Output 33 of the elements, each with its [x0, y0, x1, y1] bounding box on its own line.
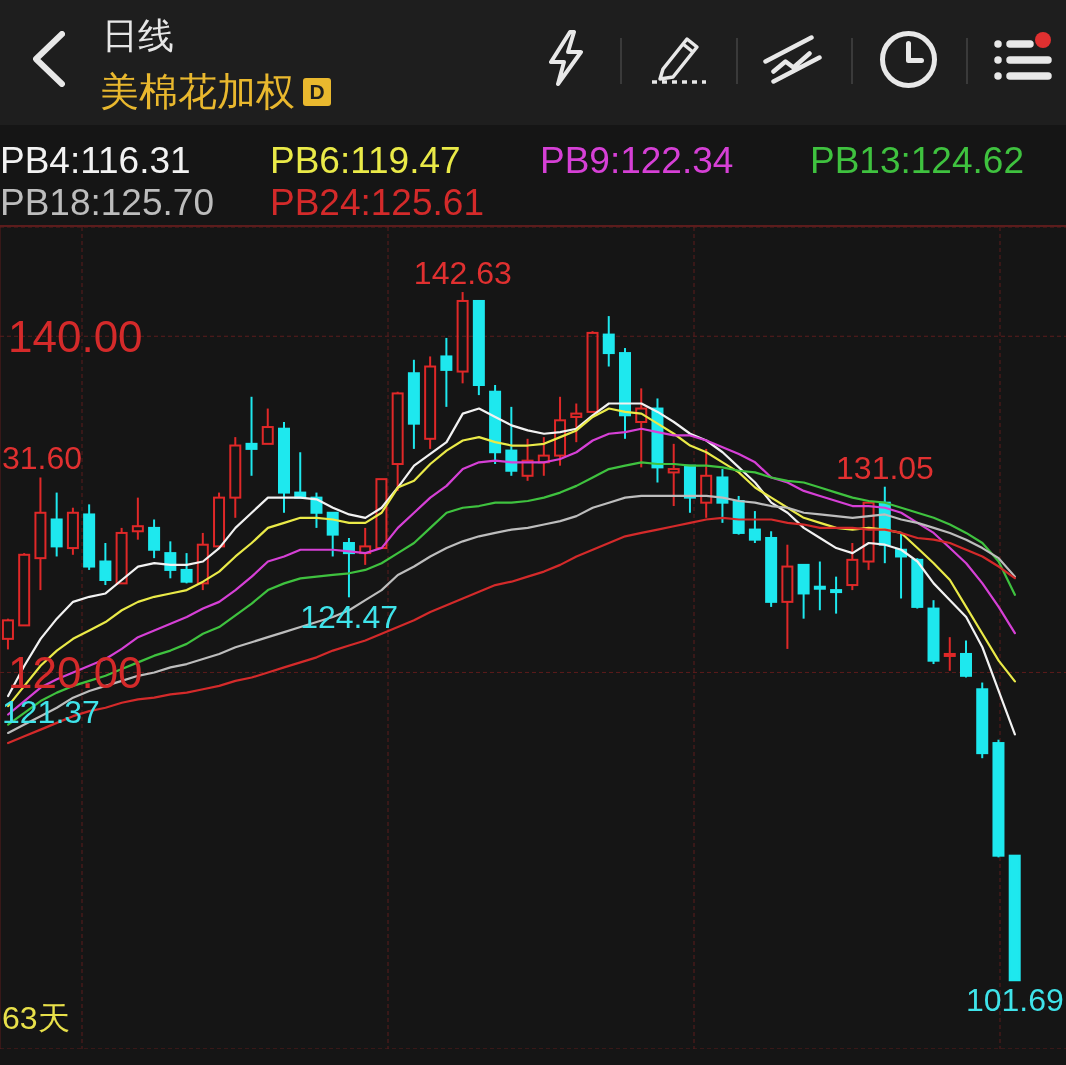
- candlestick: [602, 315, 615, 368]
- candlestick: [131, 496, 144, 541]
- candlestick: [813, 560, 826, 612]
- annotation: 142.63: [413, 255, 512, 292]
- text: PB4:116.31: [0, 140, 191, 181]
- candlestick: [34, 476, 47, 592]
- text: PB6:119.47: [270, 140, 461, 181]
- candlestick: [359, 526, 372, 566]
- candlestick: [440, 336, 453, 408]
- candlestick: [781, 543, 794, 650]
- candlestick: [278, 420, 290, 514]
- text: PB13:124.62: [810, 140, 1024, 181]
- candlestick: [424, 355, 437, 450]
- candlestick: [245, 395, 258, 477]
- text: PB9:122.34: [540, 140, 734, 181]
- candlestick: [667, 442, 680, 508]
- candlestick: [537, 436, 550, 477]
- candlestick: [635, 387, 648, 469]
- text: D: [303, 78, 331, 106]
- text: PB24:125.61: [270, 182, 484, 223]
- annotation: 131.05: [836, 449, 934, 486]
- chart-subtitle: 日线: [102, 15, 174, 56]
- annotation: 63天: [2, 1000, 70, 1036]
- candlestick: [570, 402, 583, 444]
- y-tick-label: 140.00: [8, 311, 143, 361]
- text: PB18:125.70: [0, 182, 214, 223]
- candlestick: [229, 436, 242, 519]
- annotation: 101.69: [965, 982, 1064, 1019]
- chart-title: 美棉花加权: [100, 69, 295, 115]
- candlestick: [50, 491, 63, 558]
- candlestick: [196, 531, 209, 592]
- annotation: 31.60: [1, 440, 83, 477]
- candlestick: [943, 636, 956, 672]
